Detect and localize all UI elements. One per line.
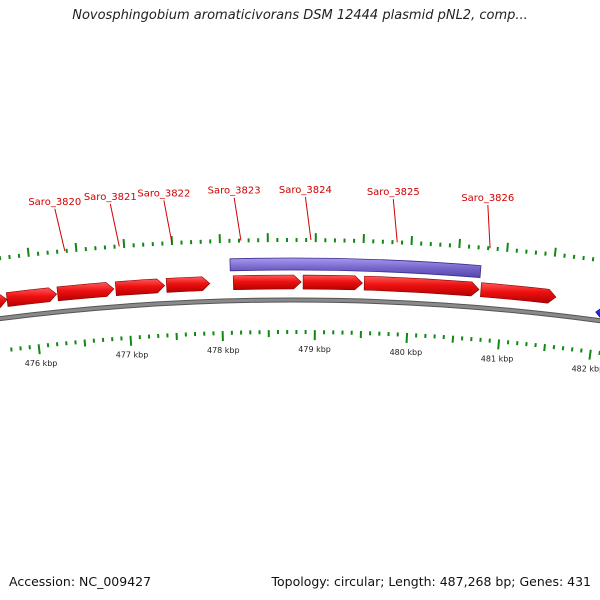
scale-label: 476 kbp [25,359,58,368]
outer-tick [26,247,30,257]
topology-summary: Topology: circular; Length: 487,268 bp; … [271,574,592,589]
scale-label: 480 kbp [390,348,423,357]
plasmid-backbone [0,297,600,324]
gene-label: Saro_3826 [461,193,514,204]
backbone-line [0,298,600,323]
gene-label-leader [392,199,398,243]
forward-gene-arrow [232,274,302,291]
gene-track [0,274,600,318]
forward-gene-arrow [302,274,363,291]
scale-label: 479 kbp [298,345,331,354]
gene-label: Saro_3823 [208,186,261,197]
forward-gene-arrow [363,275,480,297]
feature-track [229,257,482,279]
scale-label: 478 kbp [207,346,240,355]
scale-tick-ring [10,330,600,360]
gene-label: Saro_3821 [84,192,137,203]
outer-tick [553,247,557,257]
accession-text: Accession: NC_009427 [9,574,152,589]
backbone-outline [0,297,600,324]
outer-tick [506,242,509,252]
scale-tick [543,344,546,352]
gene-label: Saro_3822 [137,188,190,199]
outer-tick-ring [0,233,595,262]
highlight-feature-band [229,257,482,279]
gene-label-leader [163,200,173,244]
reverse-gene-arrow [595,308,600,318]
gene-label-layer: Saro_3820 Saro_3821 Saro_3822 Saro_3823 Saro… [28,185,514,252]
forward-gene-arrow [114,278,166,297]
outer-tick [122,238,126,249]
scale-tick [580,348,583,353]
scale-tick [129,335,133,346]
scale-label: 481 kbp [481,354,514,363]
scale-label-layer: 476 kbp 477 kbp 478 kbp 479 kbp 480 kbp 481 k… [25,345,600,373]
gene-label-leader [487,204,491,249]
scale-tick [497,339,501,350]
scale-tick [83,339,87,347]
scale-label: 482 kbp [572,365,600,374]
outer-tick [591,257,595,262]
gene-label: Saro_3825 [367,187,420,198]
gene-label-leader [233,197,242,241]
gene-label-leader [304,196,312,241]
forward-gene-arrow [480,282,557,304]
scale-label: 477 kbp [116,351,149,360]
scale-tick [37,344,41,355]
gene-label-leader [109,203,120,247]
outer-tick [74,242,78,252]
scale-tick [405,332,409,343]
scale-tick [588,349,592,360]
outer-tick [458,238,461,248]
forward-gene-arrow [0,294,8,308]
forward-gene-arrow [5,287,58,307]
map-title: Novosphingobium aromaticivorans DSM 1244… [72,8,528,23]
gene-label: Saro_3820 [28,197,81,208]
gene-label: Saro_3824 [279,185,332,196]
gene-label-leader [54,208,66,252]
forward-gene-arrow [56,282,115,302]
forward-gene-arrow [165,276,211,293]
